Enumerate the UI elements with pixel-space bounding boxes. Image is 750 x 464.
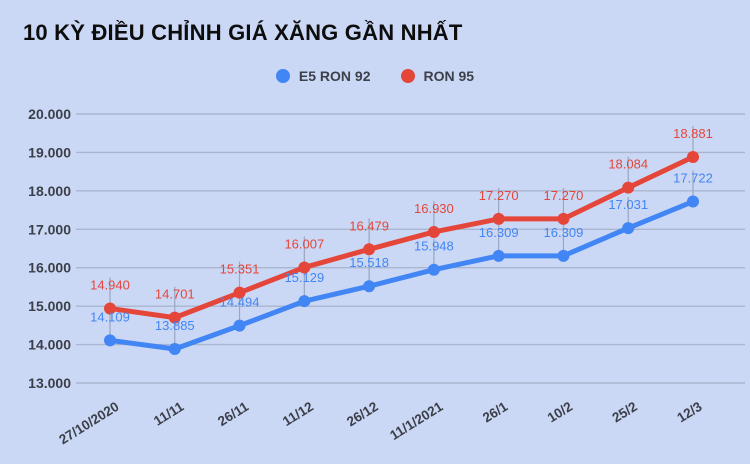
data-point[interactable] <box>104 334 116 347</box>
x-axis-label: 11/1/2021 <box>387 399 446 443</box>
data-label: 17.270 <box>479 188 519 203</box>
series-line-e5-ron-92 <box>107 199 696 352</box>
data-point[interactable] <box>168 311 181 324</box>
data-point[interactable] <box>233 286 246 299</box>
legend-label-e5-ron-92: E5 RON 92 <box>298 68 371 84</box>
legend-item-ron-95[interactable]: RON 95 <box>400 68 475 84</box>
x-axis-label: 11/12 <box>280 399 316 429</box>
data-point[interactable] <box>622 181 635 194</box>
data-point[interactable] <box>492 212 505 225</box>
y-axis-label: 16.000 <box>28 260 71 276</box>
x-axis-label: 10/2 <box>545 399 575 426</box>
data-label: 17.031 <box>608 197 648 212</box>
data-label: 16.309 <box>479 225 519 240</box>
data-point[interactable] <box>622 222 635 235</box>
data-point[interactable] <box>298 295 311 308</box>
data-label: 13.885 <box>155 318 195 333</box>
data-label: 14.701 <box>155 287 195 302</box>
legend-dot-blue-icon <box>275 69 290 83</box>
legend-dot-red-icon <box>400 69 415 83</box>
x-axis-label: 26/11 <box>215 399 251 429</box>
data-point[interactable] <box>363 243 376 256</box>
x-axis-label: 12/3 <box>674 399 705 426</box>
data-point[interactable] <box>557 212 570 225</box>
x-axis-label: 25/2 <box>610 399 640 426</box>
y-axis-label: 19.000 <box>28 144 71 160</box>
data-point[interactable] <box>427 225 440 238</box>
y-axis-label: 14.000 <box>28 337 71 353</box>
y-axis-label: 20.000 <box>28 106 71 122</box>
data-label: 14.494 <box>220 295 260 310</box>
x-axis-label: 11/11 <box>151 399 187 429</box>
data-label: 16.007 <box>284 236 324 251</box>
data-label: 17.270 <box>544 188 584 203</box>
data-label: 15.518 <box>349 255 389 270</box>
data-label: 15.351 <box>220 262 260 277</box>
data-point[interactable] <box>492 249 505 262</box>
series-line-ron-95 <box>107 154 696 321</box>
y-axis-label: 17.000 <box>28 221 71 237</box>
data-point[interactable] <box>687 195 699 208</box>
data-point[interactable] <box>168 342 181 355</box>
x-axis-label: 26/12 <box>344 399 381 430</box>
x-axis-label: 27/10/2020 <box>56 399 121 448</box>
data-point[interactable] <box>104 302 116 315</box>
data-label: 16.479 <box>349 218 389 233</box>
chart-legend: E5 RON 92 RON 95 <box>0 68 750 84</box>
data-point[interactable] <box>427 263 440 276</box>
data-point[interactable] <box>687 151 699 164</box>
data-label: 16.309 <box>544 225 584 240</box>
data-label: 14.109 <box>90 309 130 324</box>
y-axis-label: 13.000 <box>28 375 71 391</box>
legend-item-e5-ron-92[interactable]: E5 RON 92 <box>275 68 371 84</box>
data-label: 18.881 <box>673 126 713 141</box>
data-label: 16.930 <box>414 201 454 216</box>
y-axis-label: 15.000 <box>28 298 71 314</box>
data-point[interactable] <box>298 261 311 274</box>
data-label: 14.940 <box>90 277 130 292</box>
data-label: 18.084 <box>608 157 648 172</box>
data-label: 17.722 <box>673 171 713 186</box>
data-point[interactable] <box>557 249 570 262</box>
data-label: 15.948 <box>414 239 454 254</box>
data-point[interactable] <box>363 280 376 293</box>
page-title: 10 KỲ ĐIỀU CHỈNH GIÁ XĂNG GẦN NHẤT <box>23 20 463 45</box>
y-axis-label: 18.000 <box>28 183 71 199</box>
data-label: 15.129 <box>284 270 324 285</box>
x-axis-label: 26/1 <box>480 399 511 426</box>
data-point[interactable] <box>233 319 246 332</box>
legend-label-ron-95: RON 95 <box>423 68 475 84</box>
